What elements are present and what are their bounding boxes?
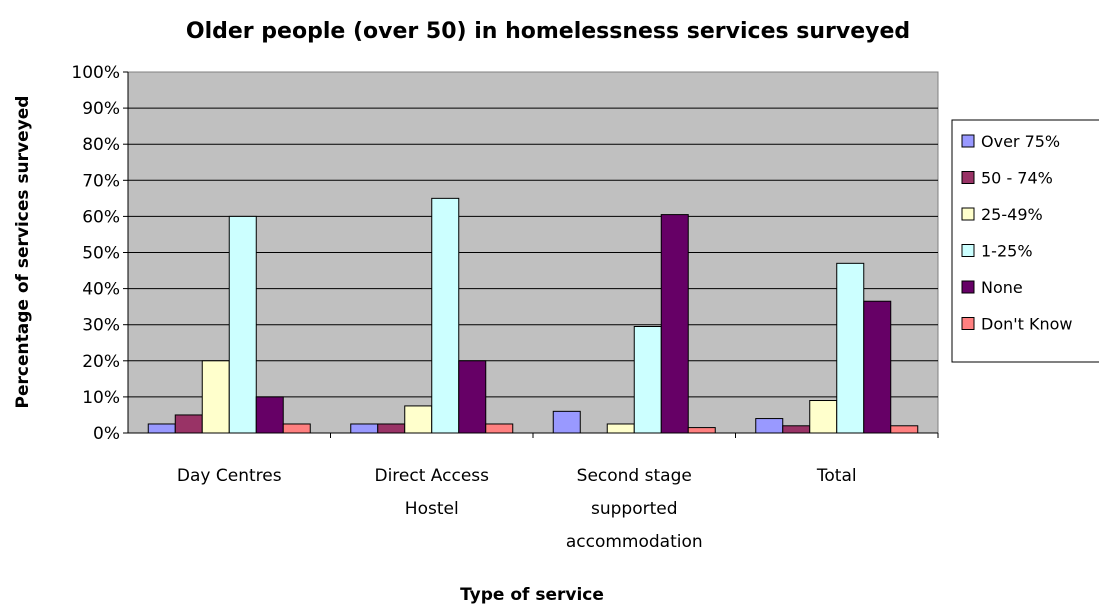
bar — [282, 423, 311, 434]
bar — [431, 197, 460, 434]
y-tick-label: 20% — [82, 352, 120, 372]
bar — [350, 423, 379, 434]
x-category-label: Second stage — [577, 466, 692, 486]
x-axis-labels: Day Centres Direct Access Hostel Second sta… — [177, 466, 857, 552]
x-category-label: Total — [816, 466, 857, 486]
bar — [404, 405, 433, 434]
y-tick-label: 10% — [82, 388, 120, 408]
bar — [687, 427, 716, 434]
x-axis-title: Type of service — [460, 585, 604, 605]
y-tick-label: 40% — [82, 280, 120, 300]
legend-swatch — [961, 244, 975, 257]
legend-swatch — [961, 134, 975, 148]
legend: Over 75% 50 - 74% 25-49% 1-25% None Don't Kno… — [951, 119, 1099, 363]
legend-label: 1-25% — [981, 242, 1033, 261]
bar — [255, 396, 284, 434]
bar — [201, 360, 230, 434]
bar — [377, 423, 406, 434]
y-tick-label: 30% — [82, 316, 120, 336]
legend-swatch — [961, 171, 975, 184]
y-tick-label: 100% — [71, 63, 120, 83]
legend-label: Don't Know — [981, 315, 1073, 334]
x-category-label: Hostel — [405, 499, 459, 519]
bar — [458, 360, 487, 434]
legend-label: 50 - 74% — [981, 169, 1053, 188]
bar — [836, 262, 865, 434]
bar — [890, 425, 919, 434]
bar — [809, 400, 838, 434]
x-category-label: supported — [591, 499, 678, 519]
bar — [228, 215, 257, 434]
legend-box — [951, 119, 1099, 363]
legend-label: None — [981, 278, 1023, 297]
bar — [633, 326, 662, 434]
bar — [606, 423, 635, 434]
legend-label: 25-49% — [981, 205, 1043, 224]
bar — [660, 214, 689, 434]
bar — [782, 425, 811, 434]
bar — [755, 418, 784, 434]
x-category-label: Direct Access — [374, 466, 489, 486]
legend-swatch — [961, 207, 975, 221]
y-tick-label: 70% — [82, 171, 120, 191]
chart-title: Older people (over 50) in homelessness s… — [186, 19, 910, 44]
y-axis-ticks: 0% 10% 20% 30% 40% 50% 60% 70% 80% 90% 100% — [71, 63, 938, 444]
bars — [147, 197, 939, 438]
bar — [174, 414, 203, 434]
legend-label: Over 75% — [981, 132, 1060, 151]
y-tick-label: 80% — [82, 135, 120, 155]
bar — [485, 423, 514, 434]
bar — [552, 410, 581, 434]
bar — [147, 423, 176, 434]
y-axis-title: Percentage of services surveyed — [13, 96, 33, 409]
legend-swatch — [961, 280, 975, 294]
x-category-label: Day Centres — [177, 466, 282, 486]
bar — [863, 300, 892, 434]
y-tick-label: 60% — [82, 207, 120, 227]
x-category-label: accommodation — [566, 532, 703, 552]
y-tick-label: 90% — [82, 99, 120, 119]
legend-swatch — [961, 317, 975, 330]
y-tick-label: 0% — [93, 424, 120, 444]
y-tick-label: 50% — [82, 244, 120, 264]
